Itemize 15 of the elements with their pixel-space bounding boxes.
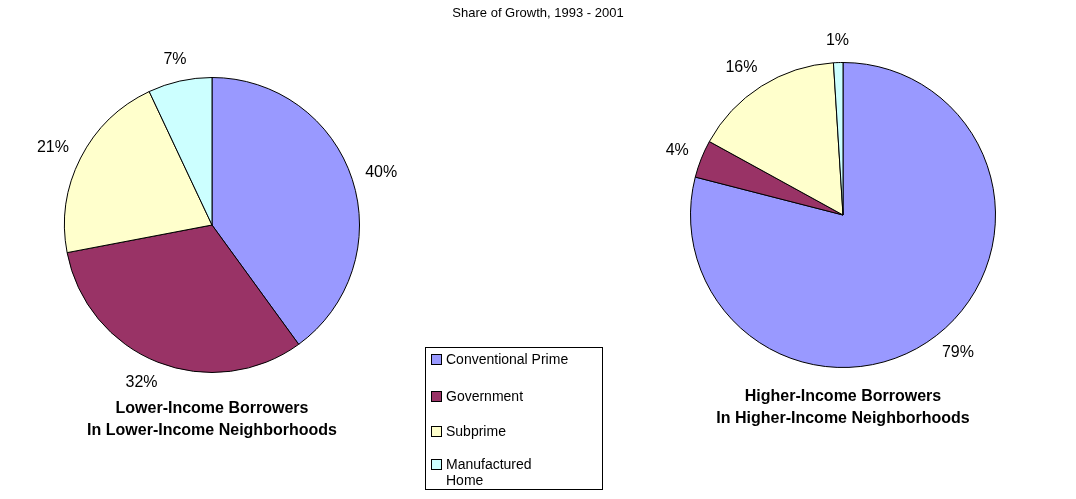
text: Higher-Income Borrowers In Higher-Income Neighborhoods xyxy=(715,386,971,428)
data-label: 21% xyxy=(36,138,69,156)
legend-label: Conventional Prime xyxy=(446,351,569,367)
data-label: 32% xyxy=(125,373,158,390)
chart-subtitle: Share of Growth, 1993 - 2001 xyxy=(451,5,625,20)
data-label: 16% xyxy=(725,58,758,76)
data-label: 40% xyxy=(365,163,398,181)
data-label: 1% xyxy=(825,30,850,48)
data-label: 7% xyxy=(163,49,187,67)
text: Lower-Income Borrowers In Lower-Income Neighborhoods xyxy=(86,398,338,440)
legend-label: Manufactured Home xyxy=(446,456,533,488)
legend-label: Subprime xyxy=(446,423,506,439)
data-label: 4% xyxy=(665,141,689,159)
data-label: 79% xyxy=(941,343,974,361)
legend-label: Government xyxy=(446,388,524,404)
